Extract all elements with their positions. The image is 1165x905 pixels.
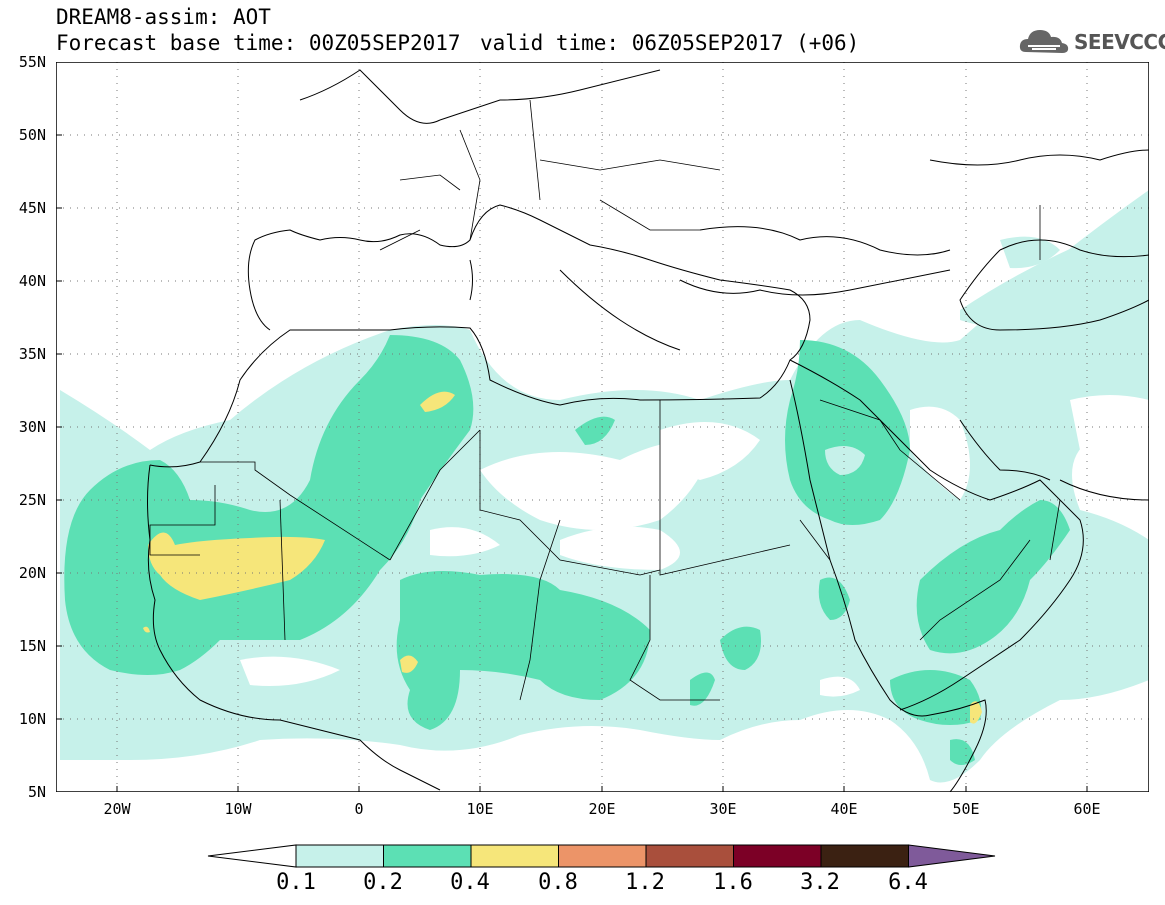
axis-ticks bbox=[56, 134, 1088, 792]
map-title: DREAM8-assim: AOT bbox=[56, 5, 271, 29]
lon-label-50e: 50E bbox=[952, 800, 980, 818]
lon-label-10e: 10E bbox=[466, 800, 494, 818]
lat-label-40n: 40N bbox=[18, 272, 46, 290]
lat-label-25n: 25N bbox=[18, 491, 46, 509]
lat-label-10n: 10N bbox=[18, 710, 46, 728]
logo-text: SEEVCCC bbox=[1074, 30, 1165, 54]
lon-label-40e: 40E bbox=[830, 800, 858, 818]
colorbar-label-0.8: 0.8 bbox=[538, 870, 578, 895]
lon-label-0: 0 bbox=[354, 800, 364, 818]
lon-label-10w: 10W bbox=[224, 800, 252, 818]
lon-label-20w: 20W bbox=[103, 800, 131, 818]
lat-label-15n: 15N bbox=[18, 637, 46, 655]
lat-label-55n: 55N bbox=[18, 53, 46, 71]
lat-label-45n: 45N bbox=[18, 199, 46, 217]
seevccc-logo: SEEVCCC bbox=[1018, 24, 1165, 58]
lon-label-20e: 20E bbox=[588, 800, 616, 818]
aot-band-0.2 bbox=[64, 335, 1070, 765]
colorbar-label-0.4: 0.4 bbox=[450, 870, 490, 895]
colorbar-label-1.6: 1.6 bbox=[713, 870, 753, 895]
aot-band-0.4 bbox=[143, 391, 982, 724]
coastlines bbox=[147, 69, 1149, 792]
valid-time: valid time: 06Z05SEP2017 (+06) bbox=[480, 31, 860, 55]
forecast-base-time: Forecast base time: 00Z05SEP2017 bbox=[56, 31, 461, 55]
lat-label-35n: 35N bbox=[18, 345, 46, 363]
lon-label-30e: 30E bbox=[709, 800, 737, 818]
lat-label-30n: 30N bbox=[18, 418, 46, 436]
colorbar-label-0.2: 0.2 bbox=[363, 870, 403, 895]
colorbar-label-6.4: 6.4 bbox=[888, 870, 928, 895]
lat-label-20n: 20N bbox=[18, 564, 46, 582]
lat-label-50n: 50N bbox=[18, 126, 46, 144]
lat-label-5n: 5N bbox=[27, 783, 46, 801]
colorbar-label-1.2: 1.2 bbox=[625, 870, 665, 895]
cloud-logo-icon bbox=[1019, 30, 1069, 53]
colorbar-label-0.1: 0.1 bbox=[276, 870, 316, 895]
lon-label-60e: 60E bbox=[1073, 800, 1101, 818]
colorbar-label-3.2: 3.2 bbox=[800, 870, 840, 895]
country-borders bbox=[149, 99, 1061, 701]
graticule bbox=[56, 62, 1149, 792]
